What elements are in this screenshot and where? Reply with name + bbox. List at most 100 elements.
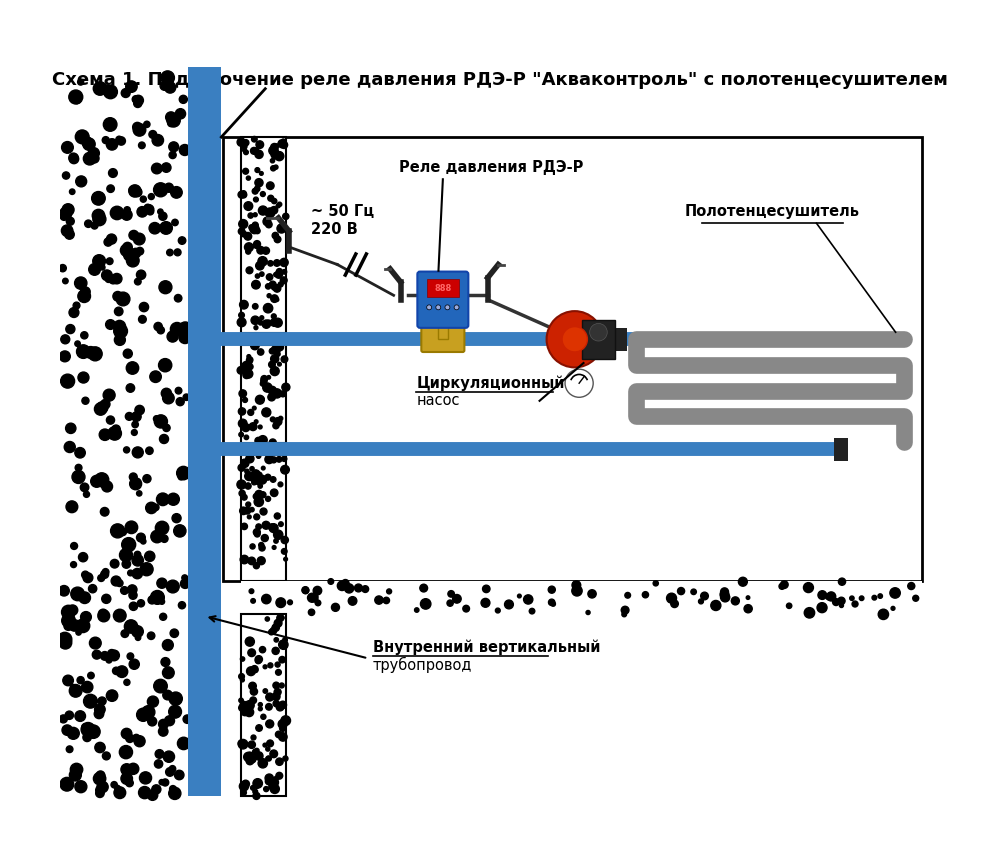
Circle shape [116,666,128,677]
Circle shape [265,474,271,480]
Circle shape [96,789,104,798]
Circle shape [62,204,74,216]
Text: ~ 50 Гц
220 В: ~ 50 Гц 220 В [311,204,374,237]
Circle shape [171,187,182,198]
Circle shape [313,586,322,595]
Circle shape [103,85,110,93]
Circle shape [240,678,244,682]
Circle shape [282,456,287,461]
Circle shape [276,268,283,275]
Circle shape [261,714,266,719]
Circle shape [274,417,282,426]
Circle shape [269,348,275,354]
Circle shape [244,232,252,240]
Circle shape [240,555,249,564]
Circle shape [463,605,470,612]
Circle shape [174,770,184,780]
Circle shape [447,600,453,606]
Circle shape [88,147,99,159]
Circle shape [162,639,173,650]
Circle shape [62,614,75,627]
Circle shape [87,725,100,739]
Circle shape [273,423,279,428]
Circle shape [252,749,258,755]
Circle shape [833,598,840,606]
Circle shape [249,756,256,763]
Circle shape [266,320,271,326]
Circle shape [781,581,788,589]
Circle shape [258,707,262,710]
Circle shape [481,598,490,608]
Circle shape [281,536,288,543]
Circle shape [288,600,292,605]
Circle shape [61,225,73,237]
Circle shape [75,130,89,144]
Circle shape [135,635,141,640]
Circle shape [387,589,392,594]
Circle shape [245,701,254,710]
Circle shape [85,220,92,227]
Circle shape [255,476,263,485]
Circle shape [241,231,247,237]
Circle shape [68,504,74,510]
Circle shape [98,574,105,581]
Circle shape [88,672,94,679]
Circle shape [249,682,256,690]
Circle shape [94,403,107,415]
Circle shape [273,318,282,327]
Circle shape [253,303,258,309]
Circle shape [165,82,176,93]
Circle shape [177,466,190,480]
Circle shape [254,241,261,248]
Circle shape [167,494,179,506]
Circle shape [121,773,132,784]
Circle shape [253,529,260,536]
Circle shape [85,346,97,358]
Circle shape [549,601,553,605]
Bar [223,137,922,581]
Circle shape [278,282,283,287]
Circle shape [133,95,143,105]
Circle shape [252,189,258,194]
Circle shape [128,764,139,775]
Circle shape [252,470,260,478]
FancyBboxPatch shape [421,327,464,352]
Circle shape [302,587,309,594]
Circle shape [827,592,836,601]
Circle shape [266,496,271,501]
Circle shape [238,464,245,471]
Circle shape [169,142,179,152]
Circle shape [238,419,247,428]
Circle shape [255,748,259,752]
Circle shape [167,331,178,342]
Circle shape [175,387,182,394]
Circle shape [279,417,283,421]
Circle shape [244,369,253,378]
Circle shape [375,596,383,604]
Circle shape [274,776,278,781]
Circle shape [90,153,99,163]
Circle shape [281,548,287,554]
Circle shape [75,447,85,458]
Circle shape [133,123,142,132]
Circle shape [154,760,163,768]
Circle shape [270,207,278,214]
Circle shape [78,553,88,562]
Circle shape [62,172,70,179]
Circle shape [262,595,271,604]
Circle shape [277,224,286,233]
Circle shape [153,225,159,231]
Circle shape [258,435,267,445]
Circle shape [448,590,454,597]
Circle shape [59,585,69,596]
Circle shape [154,322,162,331]
Circle shape [265,778,272,785]
Circle shape [274,165,278,170]
Circle shape [818,590,827,599]
Circle shape [110,560,119,568]
Circle shape [270,476,276,482]
Circle shape [267,375,271,379]
Circle shape [150,371,161,382]
Circle shape [248,410,254,416]
Circle shape [93,81,107,95]
